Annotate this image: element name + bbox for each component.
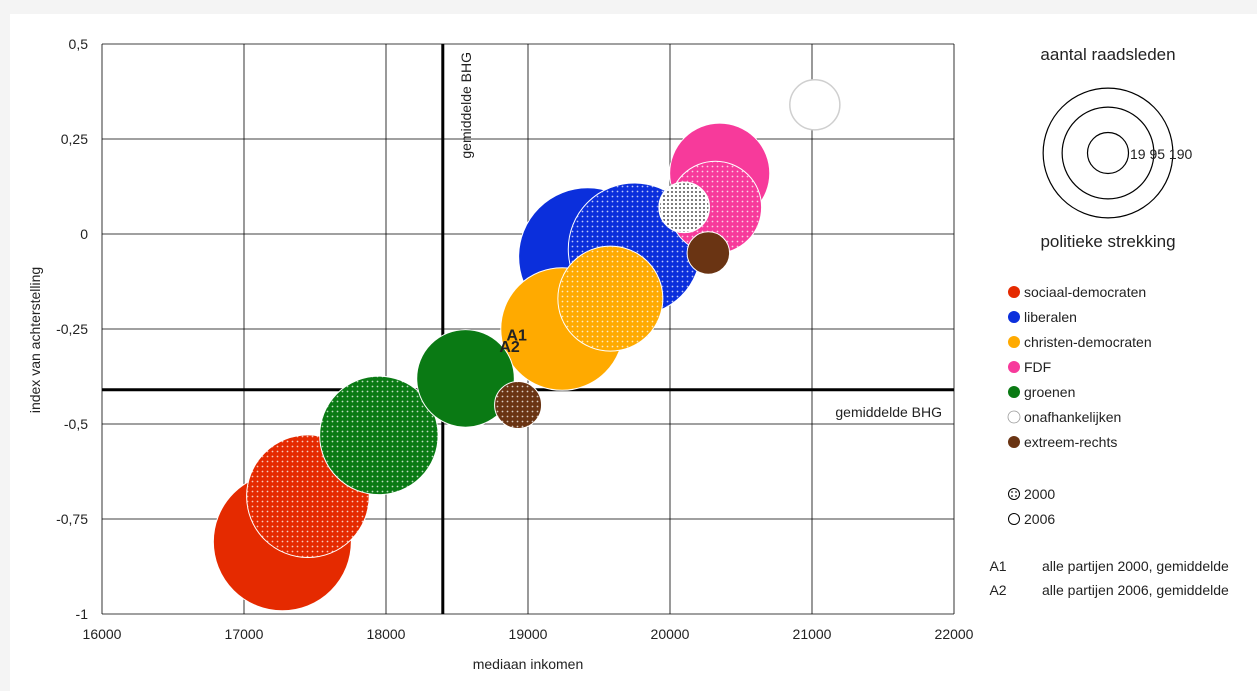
x-axis-label: mediaan inkomen (473, 656, 584, 672)
legend-marker (1008, 286, 1020, 298)
legend: aantal raadsleden politieke strekking 19… (989, 45, 1229, 598)
legend-item-onafhankelijken: onafhankelijken (1007, 409, 1121, 425)
bubble-extreem-rechts-2000 (494, 381, 543, 429)
legend-label: onafhankelijken (1024, 409, 1121, 425)
legend-marker (1008, 311, 1020, 323)
legend-marker (1008, 336, 1020, 348)
reference-label-horizontal: gemiddelde BHG (835, 404, 942, 420)
size-legend-title: aantal raadsleden (1040, 45, 1175, 64)
x-tick-label: 20000 (651, 626, 690, 642)
legend-marker (1007, 410, 1021, 424)
size-legend-circle (1042, 87, 1174, 219)
bubble-extreem-rechts-2006 (686, 231, 731, 275)
bubble-pattern (319, 376, 439, 495)
x-tick-label: 22000 (935, 626, 974, 642)
reference-label-vertical: gemiddelde BHG (458, 52, 474, 159)
size-legend-circle (1061, 106, 1155, 200)
bubble-pattern (557, 246, 663, 352)
bubble-fill (686, 231, 731, 275)
legend-label: sociaal-democraten (1024, 284, 1146, 300)
annotation-a2: A2 (499, 339, 520, 356)
bubble-fill (789, 79, 841, 131)
legend-label: groenen (1024, 384, 1075, 400)
legend-marker (1008, 386, 1020, 398)
annotation-legend-a2: A2 alle partijen 2006, gemiddelde (989, 582, 1229, 598)
bubble-pattern (494, 381, 542, 429)
reference-lines: gemiddelde BHG gemiddelde BHG (102, 44, 954, 614)
y-tick-label: -0,25 (56, 321, 88, 337)
year-legend-2000: 2000 (1008, 486, 1055, 502)
bubbles (212, 79, 841, 612)
legend-label: christen-democraten (1024, 334, 1152, 350)
legend-item-extreem-rechts: extreem-rechts (1008, 434, 1117, 450)
y-tick-label: -0,5 (64, 416, 88, 432)
legend-label: extreem-rechts (1024, 434, 1117, 450)
legend-marker (1008, 436, 1020, 448)
legend-label: liberalen (1024, 309, 1077, 325)
y-tick-label: 0 (80, 226, 88, 242)
y-tick-label: -0,75 (56, 511, 88, 527)
year-legend-marker (1008, 488, 1020, 500)
bubble-fill (416, 329, 515, 428)
legend-marker (1008, 361, 1020, 373)
year-legend-marker (1008, 513, 1020, 525)
size-legend-subtitle: politieke strekking (1040, 232, 1175, 251)
grid (101, 43, 955, 615)
year-legend-2006: 2006 (1008, 511, 1055, 527)
bubble-onafhankelijken-2000 (658, 181, 710, 234)
legend-item-christen-democraten: christen-democraten (1008, 334, 1152, 350)
y-tick-label: 0,25 (61, 131, 88, 147)
size-legend-circle (1086, 131, 1130, 175)
bubble-outline (658, 181, 710, 234)
bubble-groenen-2006 (416, 329, 515, 428)
year-legend-label: 2006 (1024, 511, 1055, 527)
chart-card: gemiddelde BHG gemiddelde BHG A1 A2 mediaa… (10, 14, 1257, 691)
x-tick-label: 19000 (509, 626, 548, 642)
x-tick-label: 21000 (793, 626, 832, 642)
annotation-legend-text: alle partijen 2000, gemiddelde (1042, 558, 1229, 574)
legend-label: FDF (1024, 359, 1051, 375)
y-tick-label: 0,5 (69, 36, 89, 52)
legend-item-sociaal-democraten: sociaal-democraten (1008, 284, 1146, 300)
bubble-onafhankelijken-2006 (789, 79, 841, 131)
bubble-groenen-2000 (319, 375, 439, 496)
legend-item-fdf: FDF (1008, 359, 1051, 375)
bubble-pattern (659, 182, 710, 233)
bubble-christen-democraten-2000 (557, 245, 664, 352)
axes: mediaan inkomen index van achterstelling… (27, 36, 974, 672)
legend-item-groenen: groenen (1008, 384, 1075, 400)
annotation-legend-key: A2 (989, 582, 1006, 598)
y-axis-label: index van achterstelling (27, 267, 43, 413)
size-legend-values: 19 95 190 (1130, 146, 1192, 162)
x-tick-label: 16000 (83, 626, 122, 642)
annotation-legend-key: A1 (989, 558, 1006, 574)
year-legend-label: 2000 (1024, 486, 1055, 502)
annotation-a1: A1 (506, 327, 527, 344)
x-tick-label: 18000 (367, 626, 406, 642)
legend-item-liberalen: liberalen (1008, 309, 1077, 325)
y-tick-label: -1 (76, 606, 89, 622)
annotation-legend-text: alle partijen 2006, gemiddelde (1042, 582, 1229, 598)
annotation-legend-a1: A1 alle partijen 2000, gemiddelde (989, 558, 1229, 574)
x-tick-label: 17000 (225, 626, 264, 642)
